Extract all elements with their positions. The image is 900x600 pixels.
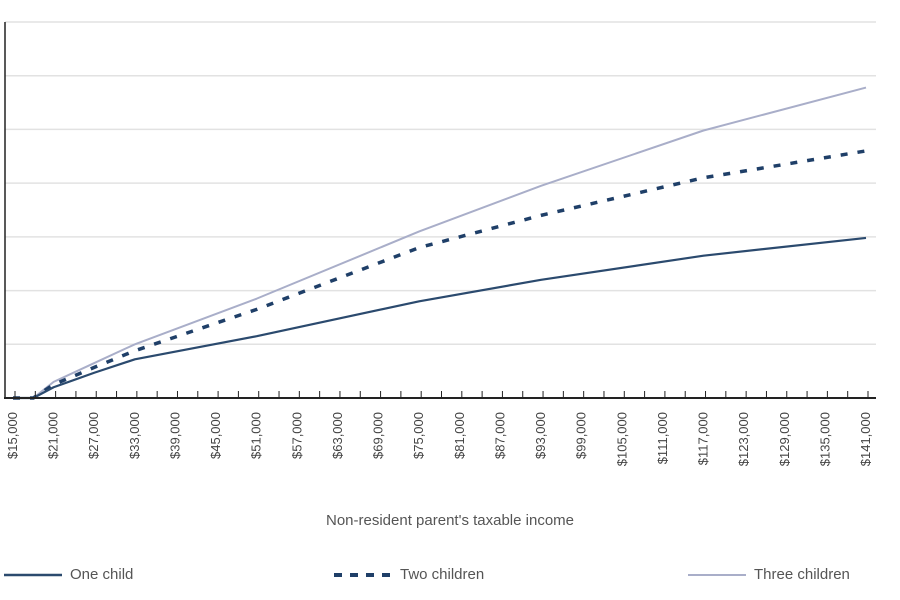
legend-three-children: Three children <box>688 566 850 583</box>
legend-one-child: One child <box>4 566 133 583</box>
x-tick-label: $81,000 <box>452 412 467 459</box>
legend-label: Three children <box>754 566 850 583</box>
series-lines <box>13 86 867 400</box>
legend-swatch-two-children <box>334 572 392 577</box>
x-tick-label: $87,000 <box>492 412 507 459</box>
x-tick-label: $135,000 <box>817 412 832 466</box>
legend-swatch-three-children <box>688 573 746 576</box>
x-tick-label: $15,000 <box>5 412 20 459</box>
x-tick-label: $33,000 <box>127 412 142 459</box>
x-tick-label: $75,000 <box>411 412 426 459</box>
x-tick-label: $111,000 <box>655 412 670 464</box>
x-tick-label: $57,000 <box>289 412 304 459</box>
legend-label: Two children <box>400 566 485 583</box>
x-ticks <box>14 391 869 398</box>
series-line-three-children <box>13 86 867 399</box>
x-axis-title: Non-resident parent's taxable income <box>326 512 574 529</box>
x-tick-label: $21,000 <box>46 412 61 459</box>
legend-label: One child <box>70 566 134 583</box>
legend-two-children: Two children <box>334 566 484 583</box>
x-tick-label: $45,000 <box>208 412 223 459</box>
series-line-two-children <box>13 149 867 400</box>
x-tick-labels: $15,000 $21,000 $27,000 $33,000 $39,000 $45,0… <box>5 412 873 466</box>
x-tick-label: $105,000 <box>614 412 629 466</box>
x-tick-label: $69,000 <box>371 412 386 459</box>
gridlines <box>5 21 876 346</box>
series-line-one-child <box>13 236 867 400</box>
x-tick-label: $63,000 <box>330 412 345 459</box>
x-tick-label: $117,000 <box>696 412 711 465</box>
x-tick-label: $93,000 <box>533 412 548 459</box>
legend-swatch-one-child <box>4 573 62 576</box>
x-tick-label: $39,000 <box>167 412 182 459</box>
x-tick-label: $27,000 <box>86 412 101 459</box>
x-tick-label: $123,000 <box>736 412 751 466</box>
x-tick-label: $99,000 <box>574 412 589 459</box>
x-tick-label: $141,000 <box>858 412 873 466</box>
x-tick-label: $129,000 <box>777 412 792 466</box>
x-tick-label: $51,000 <box>249 412 264 459</box>
